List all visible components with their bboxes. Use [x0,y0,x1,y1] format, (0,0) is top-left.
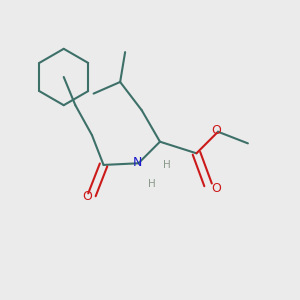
Text: H: H [163,160,170,170]
Text: N: N [133,156,142,169]
Text: O: O [82,190,92,203]
Text: O: O [212,124,221,136]
Text: H: H [148,179,155,189]
Text: O: O [212,182,221,195]
